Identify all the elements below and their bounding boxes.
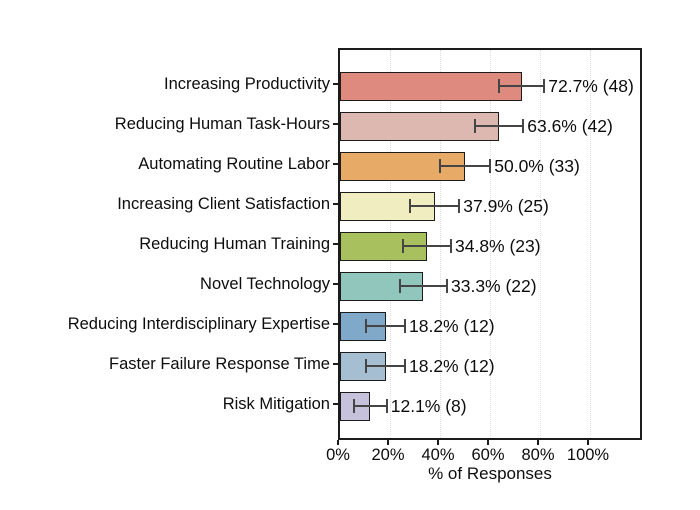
category-label-increasing-client-satisfaction: Increasing Client Satisfaction	[117, 195, 330, 213]
error-cap-low-risk-mitigation	[352, 399, 355, 413]
error-cap-high-faster-failure-response-time	[404, 359, 406, 373]
bar-value-label-reducing-human-task-hours: 63.6% (42)	[527, 116, 613, 136]
gridline-100	[590, 50, 591, 438]
x-tick-label-40: 40%	[421, 446, 455, 464]
bar-value-label-reducing-human-training: 34.8% (23)	[455, 236, 541, 256]
x-tick-40	[437, 440, 439, 445]
category-label-novel-technology: Novel Technology	[200, 275, 330, 293]
error-cap-low-increasing-client-satisfaction	[409, 199, 412, 213]
category-label-reducing-human-training: Reducing Human Training	[139, 235, 330, 253]
error-cap-low-faster-failure-response-time	[365, 359, 367, 373]
error-cap-high-increasing-client-satisfaction	[458, 199, 461, 213]
category-label-increasing-productivity: Increasing Productivity	[164, 75, 330, 93]
category-label-automating-routine-labor: Automating Routine Labor	[138, 155, 330, 173]
x-tick-label-100: 100%	[566, 446, 610, 464]
error-cap-high-automating-routine-labor	[489, 159, 492, 173]
x-tick-0	[337, 440, 339, 445]
y-tick-novel-technology	[333, 283, 338, 285]
bar-value-label-reducing-interdisciplinary-expertise: 18.2% (12)	[409, 316, 495, 336]
bar-value-label-increasing-productivity: 72.7% (48)	[548, 76, 634, 96]
error-cap-high-increasing-productivity	[543, 79, 546, 93]
y-tick-risk-mitigation	[333, 403, 338, 405]
x-tick-label-80: 80%	[521, 446, 555, 464]
category-label-reducing-interdisciplinary-expertise: Reducing Interdisciplinary Expertise	[67, 315, 330, 333]
x-tick-label-0: 0%	[326, 446, 350, 464]
x-tick-80	[537, 440, 539, 445]
error-bar-faster-failure-response-time	[366, 365, 405, 367]
error-cap-low-reducing-interdisciplinary-expertise	[365, 319, 367, 333]
bar-value-label-novel-technology: 33.3% (22)	[451, 276, 537, 296]
error-bar-increasing-client-satisfaction	[410, 205, 460, 207]
error-bar-reducing-human-training	[403, 245, 451, 247]
bar-value-label-increasing-client-satisfaction: 37.9% (25)	[463, 196, 549, 216]
bar-value-label-risk-mitigation: 12.1% (8)	[390, 396, 467, 416]
error-cap-high-reducing-human-training	[450, 239, 452, 253]
x-tick-20	[387, 440, 389, 445]
category-label-risk-mitigation: Risk Mitigation	[222, 395, 330, 413]
y-tick-faster-failure-response-time	[333, 363, 338, 365]
error-bar-increasing-productivity	[499, 85, 545, 87]
error-bar-risk-mitigation	[353, 405, 387, 407]
error-bar-reducing-interdisciplinary-expertise	[366, 325, 405, 327]
bar-reducing-human-task-hours	[340, 111, 499, 141]
error-cap-low-automating-routine-labor	[438, 159, 441, 173]
error-cap-high-novel-technology	[446, 279, 448, 293]
x-axis-title: % of Responses	[428, 464, 552, 483]
error-cap-low-increasing-productivity	[498, 79, 501, 93]
error-cap-high-reducing-interdisciplinary-expertise	[404, 319, 406, 333]
y-tick-increasing-productivity	[333, 83, 338, 85]
plot-area: 72.7% (48) 63.6% (42) 50.0% (33) 37.9% (25)…	[338, 48, 642, 440]
gridline-80	[540, 50, 541, 438]
y-tick-reducing-human-training	[333, 243, 338, 245]
x-tick-100	[587, 440, 589, 445]
error-cap-high-risk-mitigation	[385, 399, 388, 413]
error-bar-reducing-human-task-hours	[474, 125, 524, 127]
x-tick-label-20: 20%	[371, 446, 405, 464]
bar-increasing-productivity	[340, 71, 522, 101]
x-tick-label-60: 60%	[471, 446, 505, 464]
y-tick-reducing-interdisciplinary-expertise	[333, 323, 338, 325]
x-tick-60	[487, 440, 489, 445]
gridline-40	[440, 50, 441, 438]
y-tick-automating-routine-labor	[333, 163, 338, 165]
y-tick-reducing-human-task-hours	[333, 123, 338, 125]
error-bar-automating-routine-labor	[439, 165, 491, 167]
error-cap-low-novel-technology	[398, 279, 401, 293]
bar-value-label-faster-failure-response-time: 18.2% (12)	[409, 356, 495, 376]
y-tick-increasing-client-satisfaction	[333, 203, 338, 205]
category-label-faster-failure-response-time: Faster Failure Response Time	[108, 355, 330, 373]
gridline-60	[490, 50, 491, 438]
error-bar-novel-technology	[399, 285, 447, 287]
category-label-reducing-human-task-hours: Reducing Human Task-Hours	[114, 115, 330, 133]
error-cap-low-reducing-human-task-hours	[473, 119, 476, 133]
error-cap-high-reducing-human-task-hours	[522, 119, 525, 133]
bar-value-label-automating-routine-labor: 50.0% (33)	[494, 156, 580, 176]
error-cap-low-reducing-human-training	[402, 239, 404, 253]
